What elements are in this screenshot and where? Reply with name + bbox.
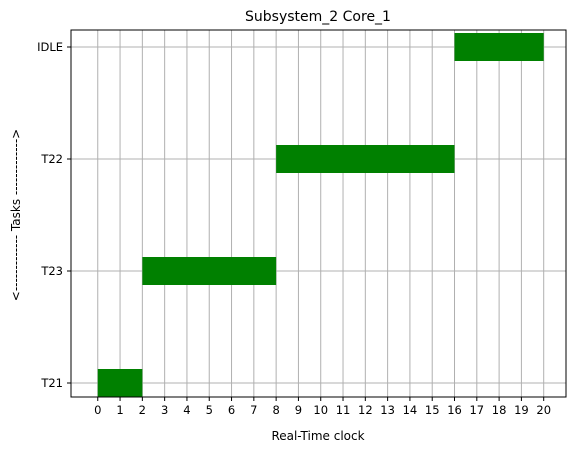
grid-lines: [71, 30, 566, 397]
x-tick-label: 12: [358, 403, 373, 417]
x-tick-label: 19: [514, 403, 529, 417]
x-tick-label: 15: [425, 403, 440, 417]
plot-frame: [70, 29, 567, 398]
x-tick-label: 4: [183, 403, 190, 417]
y-tick-label: T22: [40, 152, 63, 166]
x-tick-label: 18: [492, 403, 507, 417]
x-tick-label: 11: [336, 403, 351, 417]
x-tick-label: 13: [380, 403, 395, 417]
x-tick-label: 14: [403, 403, 418, 417]
x-tick-label: 16: [447, 403, 462, 417]
x-tick-label: 1: [116, 403, 123, 417]
y-tick-label: IDLE: [37, 40, 63, 54]
chart-title: Subsystem_2 Core_1: [245, 9, 391, 25]
x-tick-label: 0: [94, 403, 101, 417]
x-tick-label: 10: [313, 403, 328, 417]
task-bar-t22: [276, 145, 455, 173]
x-tick-label: 8: [272, 403, 279, 417]
y-tick-label: T21: [40, 376, 63, 390]
task-bar-t23: [142, 257, 277, 285]
x-tick-label: 7: [250, 403, 257, 417]
task-bar-idle: [454, 33, 544, 61]
x-tick-label: 17: [469, 403, 484, 417]
task-bars: [97, 33, 544, 397]
x-axis-ticks: 0 1 2 3 4 5 6 7 8 9 10 11 12 13 14 15 16 17 18 19 20: [94, 397, 551, 417]
x-axis-label: Real-Time clock: [271, 429, 364, 443]
x-tick-label: 20: [536, 403, 551, 417]
y-axis-label: <------------- Tasks ------------->: [9, 129, 23, 301]
task-bar-t21: [97, 369, 143, 397]
x-tick-label: 6: [228, 403, 235, 417]
x-tick-label: 2: [139, 403, 146, 417]
x-tick-label: 5: [206, 403, 213, 417]
y-axis-ticks: T21 T23 T22 IDLE: [37, 40, 71, 390]
y-tick-label: T23: [40, 264, 63, 278]
x-tick-label: 3: [161, 403, 168, 417]
x-tick-label: 9: [295, 403, 302, 417]
